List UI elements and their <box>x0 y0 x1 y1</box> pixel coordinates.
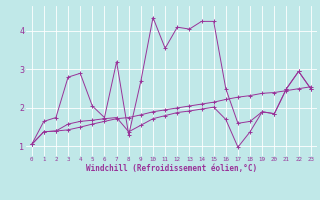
X-axis label: Windchill (Refroidissement éolien,°C): Windchill (Refroidissement éolien,°C) <box>86 164 257 173</box>
